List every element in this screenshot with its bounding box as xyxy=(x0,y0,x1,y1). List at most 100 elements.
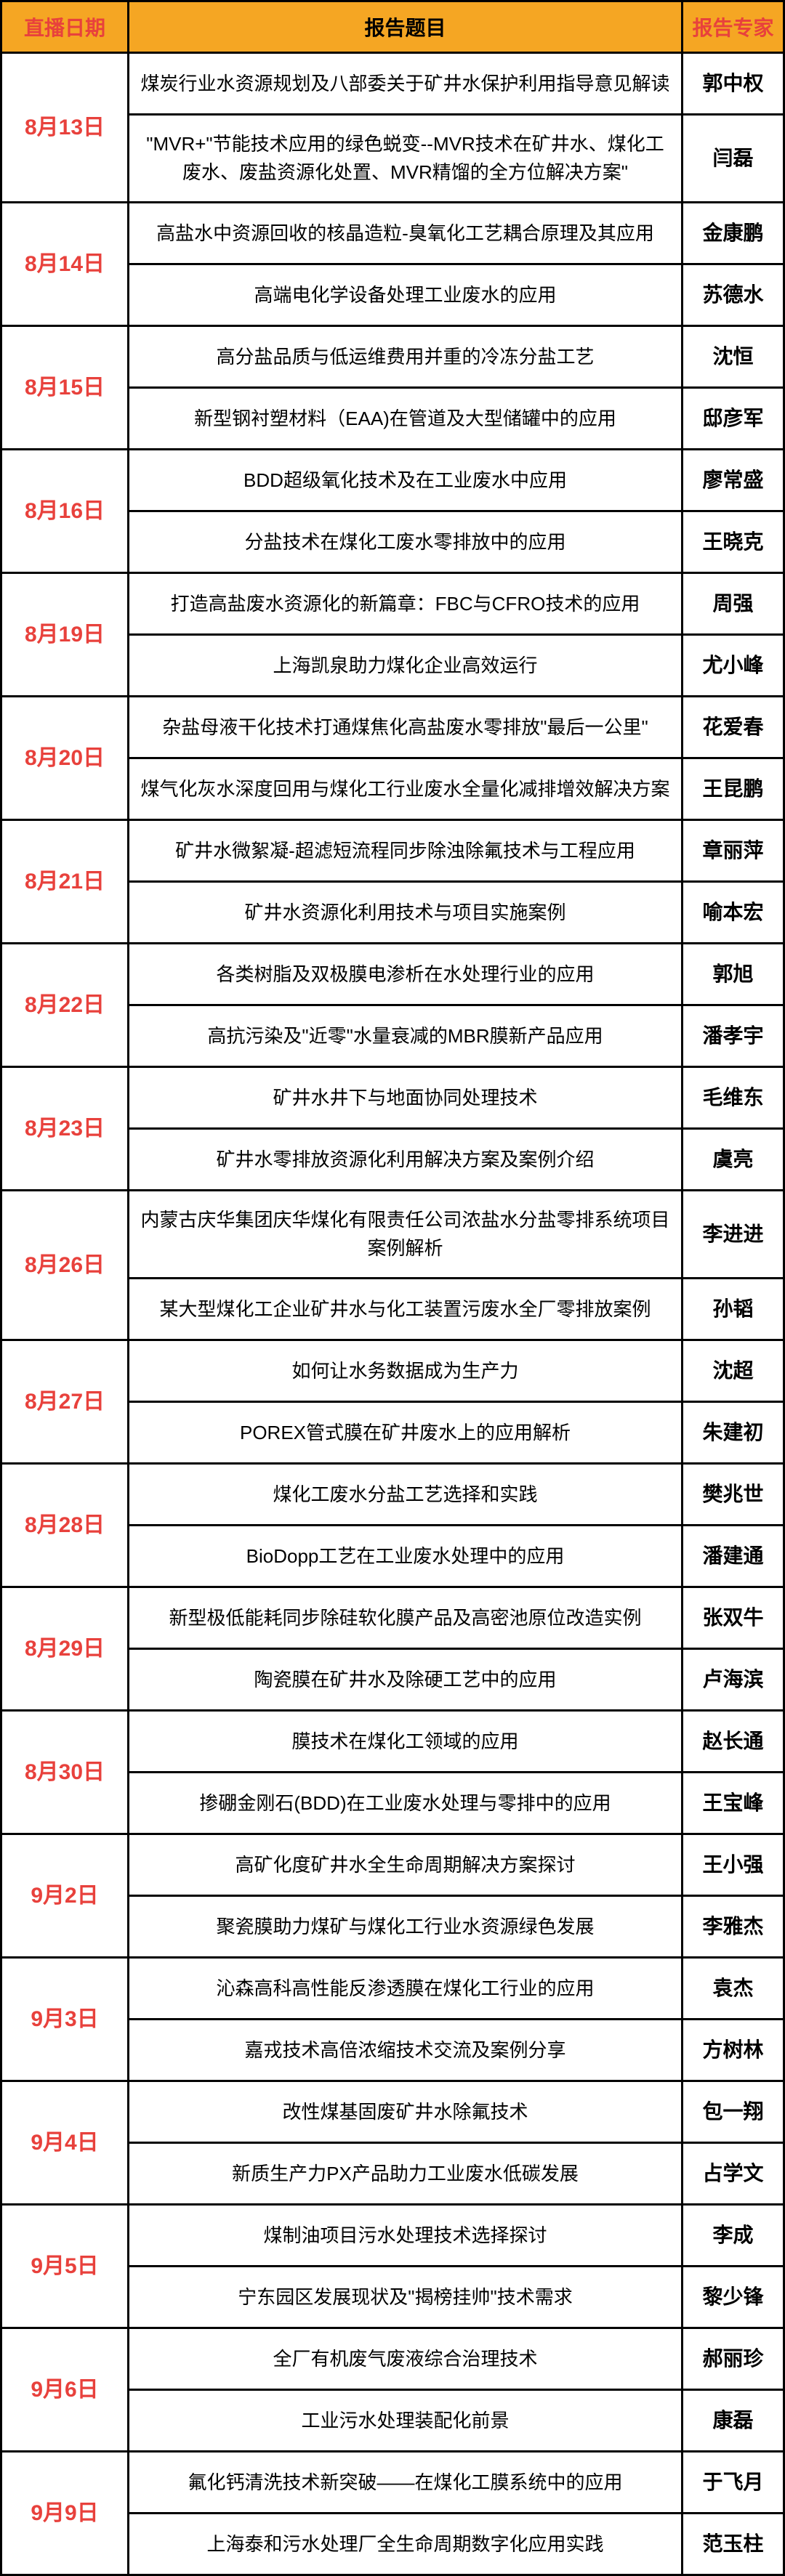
date-cell: 8月29日 xyxy=(1,1587,129,1711)
table-row: 8月21日矿井水微絮凝-超滤短流程同步除浊除氟技术与工程应用章丽萍 xyxy=(1,820,784,882)
date-cell: 9月2日 xyxy=(1,1834,129,1958)
title-cell: 氟化钙清洗技术新突破——在煤化工膜系统中的应用 xyxy=(129,2452,683,2514)
title-cell: 宁东园区发展现状及"揭榜挂帅"技术需求 xyxy=(129,2267,683,2328)
title-cell: 沁森高科高性能反渗透膜在煤化工行业的应用 xyxy=(129,1958,683,2020)
date-cell: 9月6日 xyxy=(1,2328,129,2452)
expert-cell: 闫磊 xyxy=(683,115,784,203)
header-title: 报告题目 xyxy=(129,1,683,53)
title-cell: 掺硼金刚石(BDD)在工业废水处理与零排中的应用 xyxy=(129,1773,683,1834)
date-cell: 8月28日 xyxy=(1,1464,129,1587)
table-row: 9月6日全厂有机废气废液综合治理技术郝丽珍 xyxy=(1,2328,784,2390)
title-cell: 全厂有机废气废液综合治理技术 xyxy=(129,2328,683,2390)
title-cell: 分盐技术在煤化工废水零排放中的应用 xyxy=(129,511,683,573)
date-cell: 9月5日 xyxy=(1,2205,129,2328)
expert-cell: 花爱春 xyxy=(683,697,784,758)
title-cell: 矿井水资源化利用技术与项目实施案例 xyxy=(129,882,683,944)
expert-cell: 包一翔 xyxy=(683,2081,784,2143)
expert-cell: 朱建初 xyxy=(683,1402,784,1464)
table-row: 9月5日煤制油项目污水处理技术选择探讨李成 xyxy=(1,2205,784,2267)
expert-cell: 樊兆世 xyxy=(683,1464,784,1526)
expert-cell: 孙韬 xyxy=(683,1279,784,1340)
expert-cell: 范玉柱 xyxy=(683,2514,784,2575)
title-cell: 高矿化度矿井水全生命周期解决方案探讨 xyxy=(129,1834,683,1896)
title-cell: 打造高盐废水资源化的新篇章：FBC与CFRO技术的应用 xyxy=(129,573,683,635)
table-row: 8月16日BDD超级氧化技术及在工业废水中应用廖常盛 xyxy=(1,450,784,511)
title-cell: 陶瓷膜在矿井水及除硬工艺中的应用 xyxy=(129,1649,683,1711)
table-row: 8月13日煤炭行业水资源规划及八部委关于矿井水保护利用指导意见解读郭中权 xyxy=(1,53,784,115)
date-cell: 8月16日 xyxy=(1,450,129,573)
expert-cell: 沈恒 xyxy=(683,326,784,388)
table-row: 8月19日打造高盐废水资源化的新篇章：FBC与CFRO技术的应用周强 xyxy=(1,573,784,635)
table-row: 9月9日氟化钙清洗技术新突破——在煤化工膜系统中的应用于飞月 xyxy=(1,2452,784,2514)
title-cell: 煤气化灰水深度回用与煤化工行业废水全量化减排增效解决方案 xyxy=(129,758,683,820)
title-cell: 新型钢衬塑材料（EAA)在管道及大型储罐中的应用 xyxy=(129,388,683,450)
title-cell: "MVR+"节能技术应用的绿色蜕变--MVR技术在矿井水、煤化工废水、废盐资源化… xyxy=(129,115,683,203)
date-cell: 8月23日 xyxy=(1,1067,129,1191)
date-cell: 8月13日 xyxy=(1,53,129,203)
date-cell: 9月3日 xyxy=(1,1958,129,2081)
date-cell: 8月21日 xyxy=(1,820,129,944)
date-cell: 8月20日 xyxy=(1,697,129,820)
expert-cell: 王宝峰 xyxy=(683,1773,784,1834)
title-cell: 高分盐品质与低运维费用并重的冷冻分盐工艺 xyxy=(129,326,683,388)
expert-cell: 黎少锋 xyxy=(683,2267,784,2328)
expert-cell: 郭旭 xyxy=(683,944,784,1005)
date-cell: 9月9日 xyxy=(1,2452,129,2575)
header-expert: 报告专家 xyxy=(683,1,784,53)
title-cell: 各类树脂及双极膜电渗析在水处理行业的应用 xyxy=(129,944,683,1005)
date-cell: 9月4日 xyxy=(1,2081,129,2205)
expert-cell: 方树林 xyxy=(683,2020,784,2081)
expert-cell: 潘孝宇 xyxy=(683,1005,784,1067)
expert-cell: 郝丽珍 xyxy=(683,2328,784,2390)
table-row: 8月14日高盐水中资源回收的核晶造粒-臭氧化工艺耦合原理及其应用金康鹏 xyxy=(1,203,784,264)
title-cell: 聚瓷膜助力煤矿与煤化工行业水资源绿色发展 xyxy=(129,1896,683,1958)
expert-cell: 邸彦军 xyxy=(683,388,784,450)
expert-cell: 张双牛 xyxy=(683,1587,784,1649)
expert-cell: 李成 xyxy=(683,2205,784,2267)
expert-cell: 尤小峰 xyxy=(683,635,784,697)
table-row: 8月27日如何让水务数据成为生产力沈超 xyxy=(1,1340,784,1402)
title-cell: 矿井水微絮凝-超滤短流程同步除浊除氟技术与工程应用 xyxy=(129,820,683,882)
title-cell: 内蒙古庆华集团庆华煤化有限责任公司浓盐水分盐零排系统项目案例解析 xyxy=(129,1191,683,1279)
date-cell: 8月26日 xyxy=(1,1191,129,1340)
date-cell: 8月27日 xyxy=(1,1340,129,1464)
expert-cell: 赵长通 xyxy=(683,1711,784,1773)
title-cell: 某大型煤化工企业矿井水与化工装置污废水全厂零排放案例 xyxy=(129,1279,683,1340)
table-row: 8月22日各类树脂及双极膜电渗析在水处理行业的应用郭旭 xyxy=(1,944,784,1005)
table-row: 8月23日矿井水井下与地面协同处理技术毛维东 xyxy=(1,1067,784,1129)
expert-cell: 喻本宏 xyxy=(683,882,784,944)
expert-cell: 虞亮 xyxy=(683,1129,784,1191)
expert-cell: 苏德水 xyxy=(683,264,784,326)
table-row: 8月15日高分盐品质与低运维费用并重的冷冻分盐工艺沈恒 xyxy=(1,326,784,388)
table-row: 9月3日沁森高科高性能反渗透膜在煤化工行业的应用袁杰 xyxy=(1,1958,784,2020)
date-cell: 8月15日 xyxy=(1,326,129,450)
header-date: 直播日期 xyxy=(1,1,129,53)
date-cell: 8月22日 xyxy=(1,944,129,1067)
title-cell: 矿井水零排放资源化利用解决方案及案例介绍 xyxy=(129,1129,683,1191)
table-row: 8月28日煤化工废水分盐工艺选择和实践樊兆世 xyxy=(1,1464,784,1526)
expert-cell: 潘建通 xyxy=(683,1526,784,1587)
table-row: 8月26日内蒙古庆华集团庆华煤化有限责任公司浓盐水分盐零排系统项目案例解析李进进 xyxy=(1,1191,784,1279)
expert-cell: 李进进 xyxy=(683,1191,784,1279)
title-cell: BioDopp工艺在工业废水处理中的应用 xyxy=(129,1526,683,1587)
table-row: 8月20日杂盐母液干化技术打通煤焦化高盐废水零排放"最后一公里"花爱春 xyxy=(1,697,784,758)
title-cell: 煤化工废水分盐工艺选择和实践 xyxy=(129,1464,683,1526)
title-cell: 改性煤基固废矿井水除氟技术 xyxy=(129,2081,683,2143)
header-row: 直播日期 报告题目 报告专家 xyxy=(1,1,784,53)
table-row: 8月30日膜技术在煤化工领域的应用赵长通 xyxy=(1,1711,784,1773)
expert-cell: 郭中权 xyxy=(683,53,784,115)
title-cell: 高抗污染及"近零"水量衰减的MBR膜新产品应用 xyxy=(129,1005,683,1067)
expert-cell: 毛维东 xyxy=(683,1067,784,1129)
title-cell: BDD超级氧化技术及在工业废水中应用 xyxy=(129,450,683,511)
title-cell: 上海泰和污水处理厂全生命周期数字化应用实践 xyxy=(129,2514,683,2575)
title-cell: 煤炭行业水资源规划及八部委关于矿井水保护利用指导意见解读 xyxy=(129,53,683,115)
expert-cell: 卢海滨 xyxy=(683,1649,784,1711)
table-row: 8月29日新型极低能耗同步除硅软化膜产品及高密池原位改造实例张双牛 xyxy=(1,1587,784,1649)
expert-cell: 王小强 xyxy=(683,1834,784,1896)
expert-cell: 王昆鹏 xyxy=(683,758,784,820)
title-cell: 高端电化学设备处理工业废水的应用 xyxy=(129,264,683,326)
date-cell: 8月14日 xyxy=(1,203,129,326)
title-cell: 矿井水井下与地面协同处理技术 xyxy=(129,1067,683,1129)
expert-cell: 李雅杰 xyxy=(683,1896,784,1958)
expert-cell: 袁杰 xyxy=(683,1958,784,2020)
